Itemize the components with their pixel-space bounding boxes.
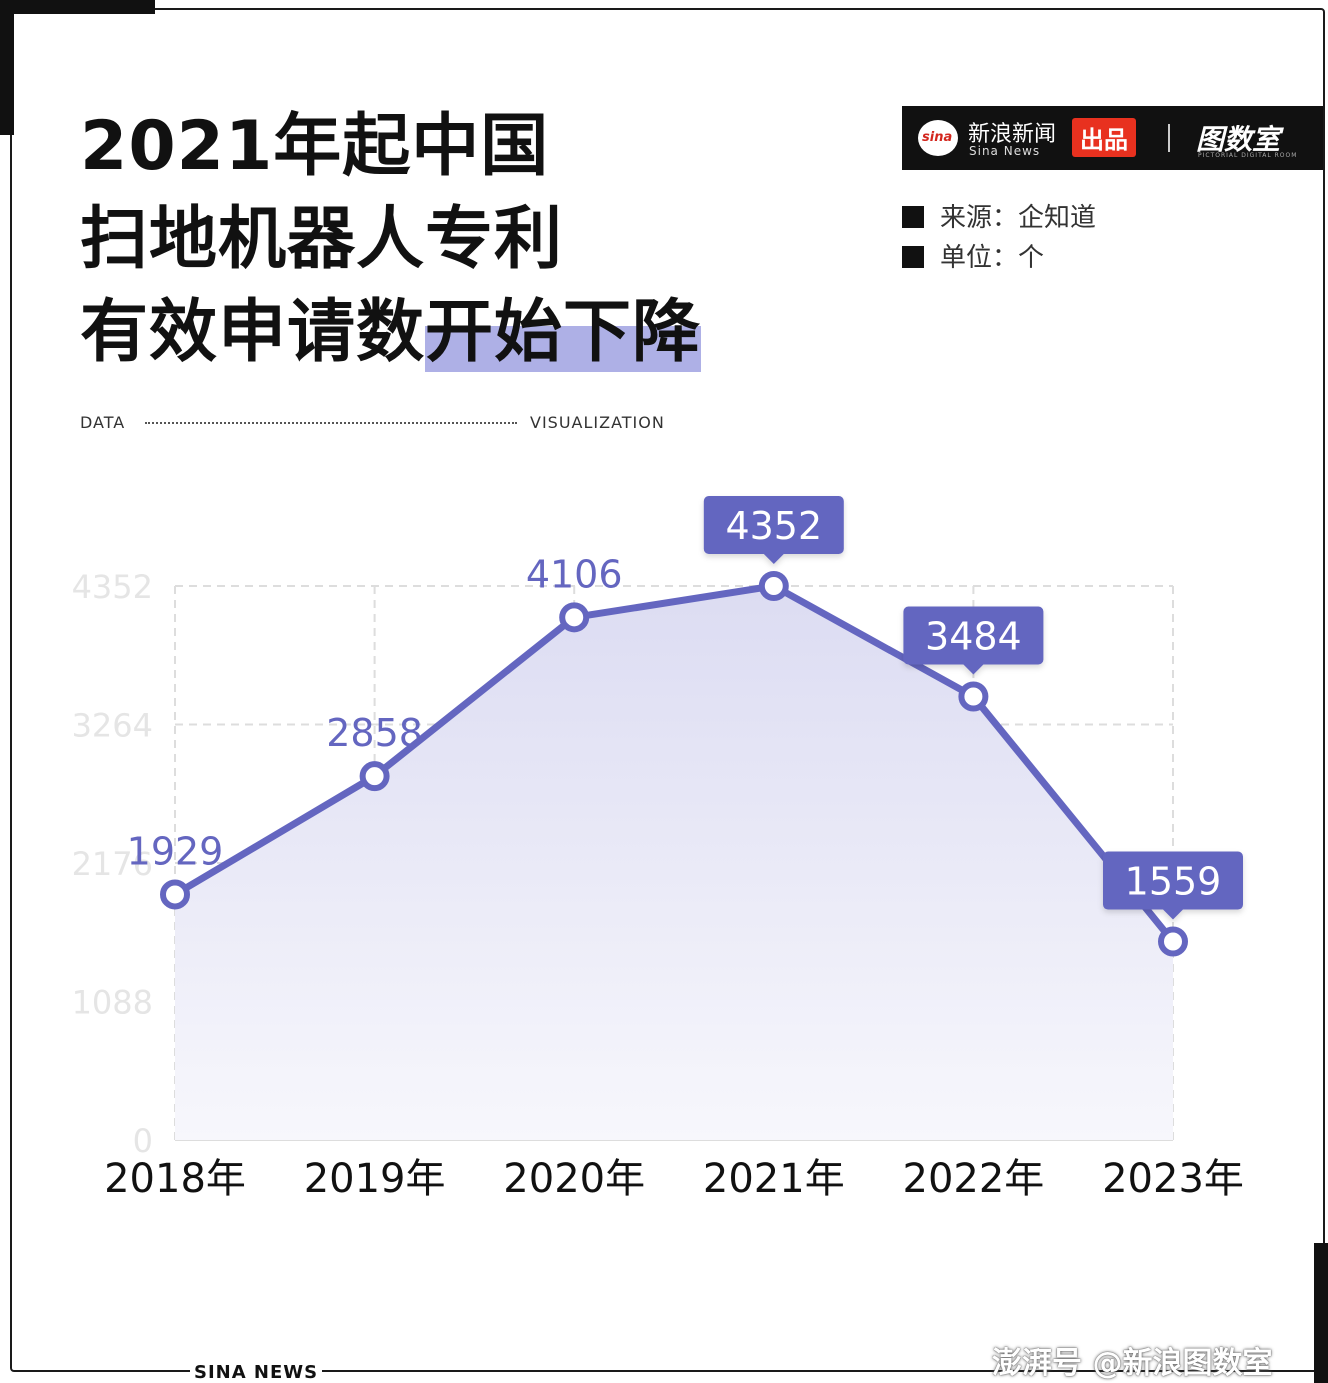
y-tick-label: 3264 <box>72 707 153 745</box>
corner-decoration-bottom-right <box>1314 1243 1328 1383</box>
brand-name-en: Sina News <box>969 144 1041 158</box>
y-tick-label: 0 <box>133 1122 153 1160</box>
area-fill <box>175 586 1173 1140</box>
data-point <box>359 761 390 792</box>
dotted-divider <box>145 422 517 424</box>
title-line-2: 扫地机器人专利 <box>80 200 564 279</box>
brand-room-subtitle: PICTORIAL DIGITAL ROOM <box>1198 152 1298 159</box>
data-label-box: 4352 <box>703 496 844 564</box>
corner-decoration-top <box>0 0 155 14</box>
data-label-bg <box>903 606 1044 665</box>
brand-bar: sina 新浪新闻 Sina News 出品 图数室 PICTORIAL DIG… <box>902 106 1323 170</box>
x-tick-label: 2022年 <box>903 1156 1045 1202</box>
bullet-square-icon <box>902 206 924 228</box>
title-line-1: 2021年起中国 <box>80 107 550 186</box>
source-text: 来源：企知道 <box>940 203 1097 233</box>
data-label: 4106 <box>526 552 623 596</box>
title-highlight: 开始下降 <box>425 293 702 372</box>
x-tick-label: 2020年 <box>503 1156 645 1202</box>
data-label-pointer <box>1163 909 1183 920</box>
title-line-3: 有效申请数开始下降 <box>80 286 702 379</box>
brand-room-logo: 图数室 <box>1196 123 1281 156</box>
y-tick-label: 4352 <box>72 568 153 606</box>
x-tick-label: 2023年 <box>1102 1156 1244 1202</box>
data-label: 1929 <box>127 829 224 873</box>
x-tick-label: 2021年 <box>703 1156 845 1202</box>
data-point <box>160 879 190 910</box>
data-label-bg <box>1103 851 1243 910</box>
data-point <box>1158 926 1188 957</box>
corner-decoration-left <box>0 0 14 135</box>
data-label-box: 1559 <box>1103 851 1243 920</box>
data-label: 3484 <box>925 614 1022 658</box>
x-tick-label: 2019年 <box>304 1156 446 1202</box>
data-label-box: 3484 <box>903 606 1044 675</box>
y-tick-label: 1088 <box>72 984 153 1022</box>
source-line: 来源：企知道 <box>902 197 1096 234</box>
data-label-pointer <box>963 664 984 675</box>
visualization-label: VISUALIZATION <box>530 413 665 432</box>
data-point <box>958 681 989 712</box>
data-point <box>758 571 789 601</box>
title-line-3a: 有效申请数 <box>80 293 426 372</box>
footer-text: SINA NEWS <box>190 1362 323 1383</box>
y-tick-label: 2176 <box>72 845 153 883</box>
data-label: DATA <box>80 413 126 432</box>
unit-line: 单位：个 <box>902 237 1044 274</box>
data-label-bg <box>703 496 844 554</box>
data-label: 4352 <box>725 504 822 548</box>
footer-line <box>344 1370 1144 1372</box>
series-line <box>173 582 1176 944</box>
watermark: 澎湃号 @新浪图数室 <box>992 1346 1273 1381</box>
data-label: 1559 <box>1125 860 1222 904</box>
data-label-pointer <box>763 554 784 564</box>
data-point <box>559 602 590 633</box>
brand-divider <box>1168 124 1170 152</box>
chart-title: 2021年起中国 扫地机器人专利 有效申请数开始下降 <box>80 100 702 379</box>
bullet-square-icon <box>902 246 924 268</box>
x-tick-label: 2018年 <box>104 1156 246 1202</box>
unit-text: 单位：个 <box>940 243 1045 273</box>
brand-badge: 出品 <box>1072 118 1136 157</box>
data-label: 2858 <box>326 711 423 755</box>
sina-logo-icon: sina <box>918 120 958 156</box>
brand-name-cn: 新浪新闻 <box>968 122 1057 147</box>
